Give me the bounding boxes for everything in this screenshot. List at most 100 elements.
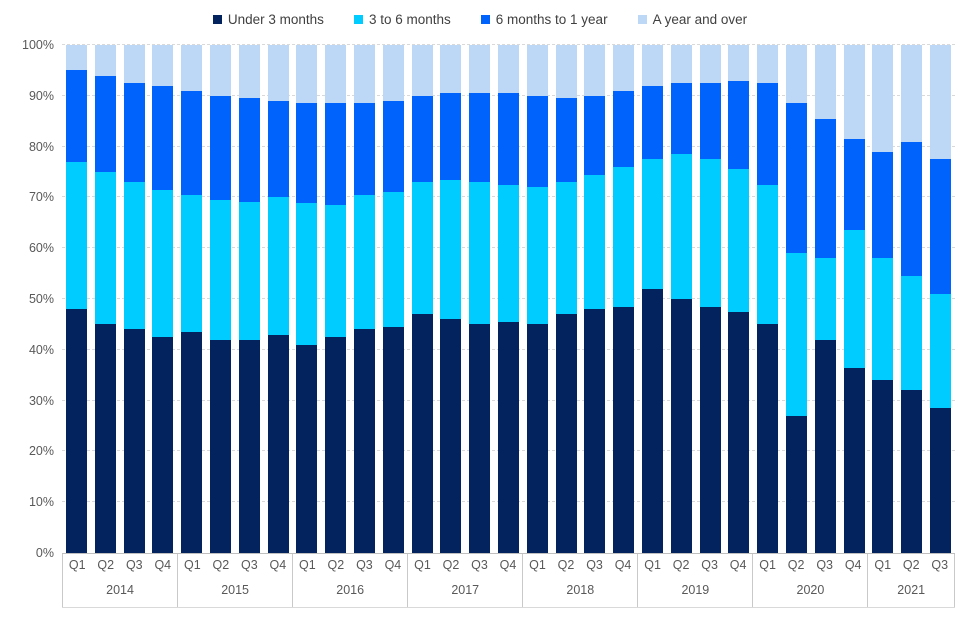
bar-cell-2019-Q1	[638, 45, 667, 553]
quarter-row: Q1 Q2 Q3 Q4	[408, 554, 522, 578]
bar-segment	[65, 161, 87, 310]
quarter-row: Q1 Q2 Q3 Q4	[178, 554, 292, 578]
bar-segment	[469, 324, 491, 553]
bar-segment	[699, 83, 721, 160]
bar-segment	[469, 182, 491, 325]
y-tick-label: 100%	[22, 38, 54, 52]
bar-segment	[641, 288, 664, 553]
bar-2017-Q1	[411, 45, 433, 553]
bar-2015-Q1	[181, 45, 203, 553]
bar-segment	[843, 45, 865, 139]
legend-label: 3 to 6 months	[368, 11, 451, 27]
bar-segment	[382, 192, 404, 327]
bar-year-group-2020	[753, 45, 868, 553]
quarter-label: Q3	[356, 558, 373, 572]
bar-cell-2017-Q2	[436, 45, 465, 553]
bar-cell-2015-Q3	[235, 45, 264, 553]
bar-segment	[209, 95, 231, 200]
bar-segment	[584, 309, 606, 553]
bar-segment	[786, 415, 808, 553]
bar-cell-2016-Q3	[350, 45, 379, 553]
bar-cell-2016-Q2	[321, 45, 350, 553]
quarter-label: Q3	[125, 558, 143, 572]
bar-segment	[152, 85, 174, 190]
bar-2016-Q4	[382, 45, 404, 553]
bar-segment	[843, 230, 865, 368]
bar-segment	[699, 306, 721, 553]
bar-segment	[181, 194, 203, 333]
quarter-label: Q4	[269, 558, 287, 572]
bars	[62, 45, 955, 553]
bar-segment	[930, 159, 952, 294]
quarter-label: Q1	[759, 558, 776, 572]
bar-segment	[94, 75, 116, 173]
bar-segment	[65, 309, 87, 553]
legend-item-a-year-and-over: A year and over	[637, 12, 747, 27]
bar-2015-Q4	[267, 45, 289, 553]
bar-segment	[930, 293, 952, 409]
quarter-label: Q1	[183, 558, 201, 572]
bar-segment	[123, 45, 145, 84]
bar-segment	[584, 45, 606, 96]
bar-segment	[555, 98, 577, 183]
bar-year-group-2021	[869, 45, 955, 553]
bar-cell-2021-Q2	[897, 45, 926, 553]
bar-segment	[699, 45, 721, 84]
bar-segment	[872, 151, 894, 259]
quarter-label: Q1	[414, 558, 431, 572]
bar-2016-Q1	[296, 45, 318, 553]
bar-cell-2016-Q4	[379, 45, 408, 553]
x-axis-year-group-2020: Q1 Q2 Q3 Q4 2020	[752, 554, 867, 607]
quarter-label: Q2	[557, 558, 575, 572]
bar-segment	[728, 45, 750, 81]
x-axis-year-group-2018: Q1 Q2 Q3 Q4 2018	[522, 554, 637, 607]
bar-2019-Q1	[641, 45, 664, 553]
y-tick-label: 20%	[28, 444, 54, 459]
y-tick-label: 80%	[28, 139, 54, 154]
bar-segment	[814, 118, 836, 259]
bar-segment	[670, 45, 692, 84]
bar-2020-Q4	[843, 45, 865, 553]
legend-label: Under 3 months	[227, 11, 324, 27]
quarter-label: Q2	[97, 558, 115, 572]
bar-cell-2020-Q2	[782, 45, 811, 553]
bar-2020-Q3	[814, 45, 836, 553]
bar-cell-2018-Q2	[552, 45, 581, 553]
bar-segment	[670, 83, 692, 155]
x-axis-year-group-2017: Q1 Q2 Q3 Q4 2017	[407, 554, 522, 607]
bar-segment	[843, 367, 865, 553]
bar-segment	[497, 93, 520, 185]
bar-segment	[382, 45, 404, 101]
bar-2019-Q4	[728, 45, 750, 553]
bar-segment	[728, 311, 750, 553]
x-axis-year-group-2019: Q1 Q2 Q3 Q4 2019	[637, 554, 752, 607]
quarter-label: Q4	[384, 558, 402, 572]
bar-2016-Q2	[325, 45, 347, 553]
bar-cell-2019-Q3	[696, 45, 725, 553]
bar-2018-Q4	[613, 45, 635, 553]
y-tick-label: 50%	[28, 292, 54, 306]
bar-year-group-2015	[177, 45, 292, 553]
bar-segment	[613, 45, 635, 91]
bar-segment	[757, 184, 779, 325]
bar-segment	[94, 324, 116, 553]
bar-segment	[152, 189, 174, 338]
year-label: 2016	[336, 583, 365, 597]
quarter-label: Q1	[299, 558, 316, 572]
bar-segment	[181, 45, 203, 91]
bar-cell-2018-Q3	[581, 45, 610, 553]
bar-segment	[526, 324, 548, 553]
bar-segment	[757, 324, 779, 553]
quarter-label: Q1	[644, 558, 661, 572]
y-tick-label: 10%	[28, 495, 54, 510]
bar-segment	[325, 205, 347, 338]
y-tick-label: 40%	[28, 342, 54, 357]
bar-cell-2020-Q4	[840, 45, 869, 553]
quarter-label: Q3	[816, 558, 833, 572]
bar-segment	[65, 45, 87, 71]
legend: Under 3 months 3 to 6 months 6 months to…	[0, 8, 960, 30]
plot-area	[62, 44, 955, 553]
bar-cell-2016-Q1	[292, 45, 321, 553]
bar-segment	[123, 329, 145, 553]
bar-segment	[786, 45, 808, 104]
